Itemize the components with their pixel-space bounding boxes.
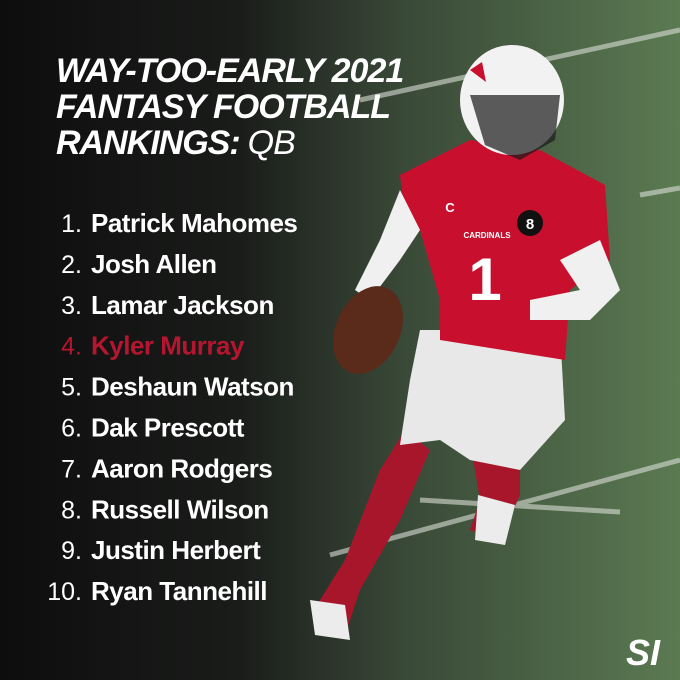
rank-number: 9.: [61, 537, 82, 565]
player-name: Deshaun Watson: [91, 372, 294, 402]
patch: 8: [526, 216, 534, 233]
player-name: Dak Prescott: [91, 413, 245, 443]
player-name: Aaron Rodgers: [91, 453, 272, 483]
jersey-number: 1: [468, 246, 501, 313]
player-name: Kyler Murray: [91, 331, 245, 361]
team-name: CARDINALS: [463, 231, 511, 240]
rankings: 1. Patrick Mahomes 2. Josh Allen 3. Lamar Jac…: [47, 208, 298, 606]
rank-number: 7.: [61, 455, 82, 483]
captain: C: [445, 200, 455, 215]
rank-number: 3.: [61, 292, 82, 320]
title-line: FANTASY FOOTBALL: [56, 88, 390, 126]
logo: SI: [626, 632, 661, 673]
rank-number: 4.: [61, 333, 82, 361]
player-name: Patrick Mahomes: [91, 208, 297, 238]
player-name: Lamar Jackson: [91, 290, 274, 320]
rank-number: 10.: [47, 578, 82, 606]
title: WAY-TOO-EARLY 2021 FANTASY FOOTBALL RANK…: [56, 52, 404, 162]
svg-text:RANKINGS:QB: RANKINGS: QB: [56, 124, 295, 162]
player: 8 C CARDINALS 1: [310, 45, 620, 640]
rank-number: 1.: [61, 210, 82, 238]
player-name: Justin Herbert: [91, 535, 261, 565]
title-position: QB: [248, 124, 295, 162]
player-name: Josh Allen: [91, 249, 217, 279]
rank-number: 8.: [61, 496, 82, 524]
title-line: RANKINGS:: [56, 124, 240, 162]
rank-number: 6.: [61, 415, 82, 443]
title-line: WAY-TOO-EARLY 2021: [56, 52, 403, 90]
rank-number: 2.: [61, 251, 82, 279]
player-name: Ryan Tannehill: [91, 576, 267, 606]
rank-number: 5.: [61, 374, 82, 402]
player-name: Russell Wilson: [91, 494, 269, 524]
